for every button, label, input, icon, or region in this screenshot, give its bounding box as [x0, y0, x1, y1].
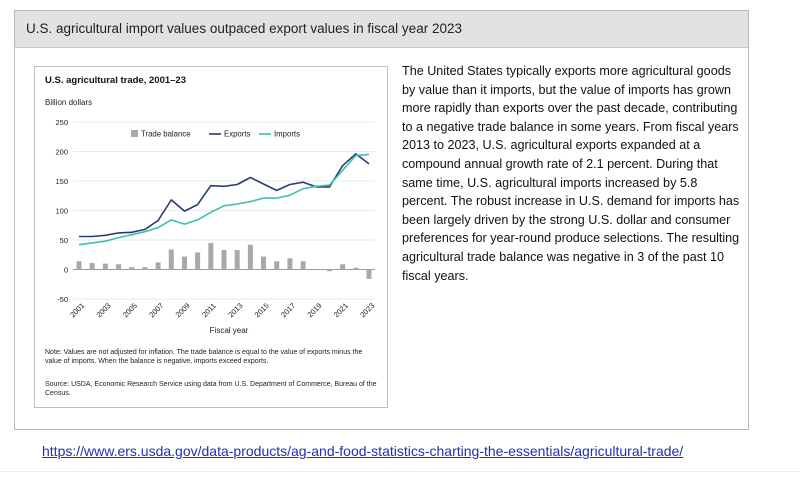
chart-figure: U.S. agricultural trade, 2001–23 Billion… — [34, 66, 388, 408]
trade-balance-bar — [300, 261, 306, 270]
bottom-divider — [0, 471, 800, 472]
trade-balance-bar — [76, 261, 82, 270]
y-tick-label: 250 — [55, 118, 68, 127]
trade-balance-bar — [313, 269, 319, 271]
y-tick-label: 100 — [55, 207, 68, 216]
x-tick-label: 2023 — [358, 301, 376, 319]
description-paragraph: The United States typically exports more… — [402, 64, 740, 283]
card-title: U.S. agricultural import values outpaced… — [26, 21, 462, 36]
x-tick-label: 2015 — [253, 301, 271, 319]
y-tick-label: 150 — [55, 177, 68, 186]
legend-swatch-trade-balance — [131, 130, 138, 137]
trade-balance-bar — [353, 267, 359, 270]
chart-source: Source: USDA, Economic Research Service … — [45, 381, 377, 397]
x-tick-label: 2009 — [174, 301, 192, 319]
trade-balance-bar — [261, 256, 267, 270]
x-axis-label: Fiscal year — [210, 326, 249, 335]
trade-balance-bar — [102, 263, 108, 270]
trade-balance-bar — [181, 256, 187, 270]
chart-note: Note: Values are not adjusted for inflat… — [45, 349, 363, 365]
legend-label-trade-balance: Trade balance — [141, 130, 191, 139]
x-tick-label: 2005 — [121, 301, 139, 319]
chart-plot: -50 0 50 100 150 200 250 2001 2003 2005 2007 2009 20… — [55, 118, 376, 335]
exports-line — [79, 153, 370, 238]
x-tick-label: 2011 — [200, 301, 218, 319]
imports-line — [78, 153, 370, 246]
trade-balance-bar — [221, 250, 227, 270]
x-tick-label: 2013 — [226, 301, 244, 319]
trade-balance-bar — [208, 242, 214, 270]
x-tick-label: 2003 — [95, 301, 113, 319]
trade-balance-bar — [287, 258, 293, 270]
trade-balance-bar — [340, 264, 346, 270]
trade-balance-bar — [116, 264, 122, 270]
trade-balance-bar — [168, 249, 174, 270]
card-header: U.S. agricultural import values outpaced… — [15, 11, 748, 48]
trade-balance-bar — [155, 262, 161, 270]
x-tick-label: 2017 — [279, 301, 297, 319]
y-tick-label: 0 — [64, 266, 68, 275]
legend-label-exports: Exports — [224, 130, 251, 139]
y-tick-label: 200 — [55, 148, 68, 157]
x-tick-label: 2019 — [305, 301, 323, 319]
x-tick-label: 2007 — [147, 301, 165, 319]
trade-balance-bar — [274, 261, 280, 270]
trade-balance-bar — [234, 250, 240, 270]
x-tick-label: 2021 — [332, 301, 350, 319]
trade-balance-bar — [366, 269, 372, 279]
trade-balance-bar — [129, 267, 135, 270]
legend-label-imports: Imports — [274, 130, 300, 139]
trade-balance-bar — [195, 252, 201, 270]
trade-balance-bar — [142, 267, 148, 270]
trade-balance-bar — [326, 269, 332, 272]
trade-balance-bar — [247, 244, 253, 270]
y-tick-label: 50 — [60, 236, 68, 245]
x-tick-label: 2001 — [68, 301, 86, 319]
chart-title: U.S. agricultural trade, 2001–23 — [45, 75, 186, 86]
y-axis-unit-label: Billion dollars — [45, 98, 93, 107]
y-tick-label: -50 — [57, 295, 68, 304]
trade-balance-bar — [89, 263, 95, 270]
source-link[interactable]: https://www.ers.usda.gov/data-products/a… — [42, 443, 684, 459]
